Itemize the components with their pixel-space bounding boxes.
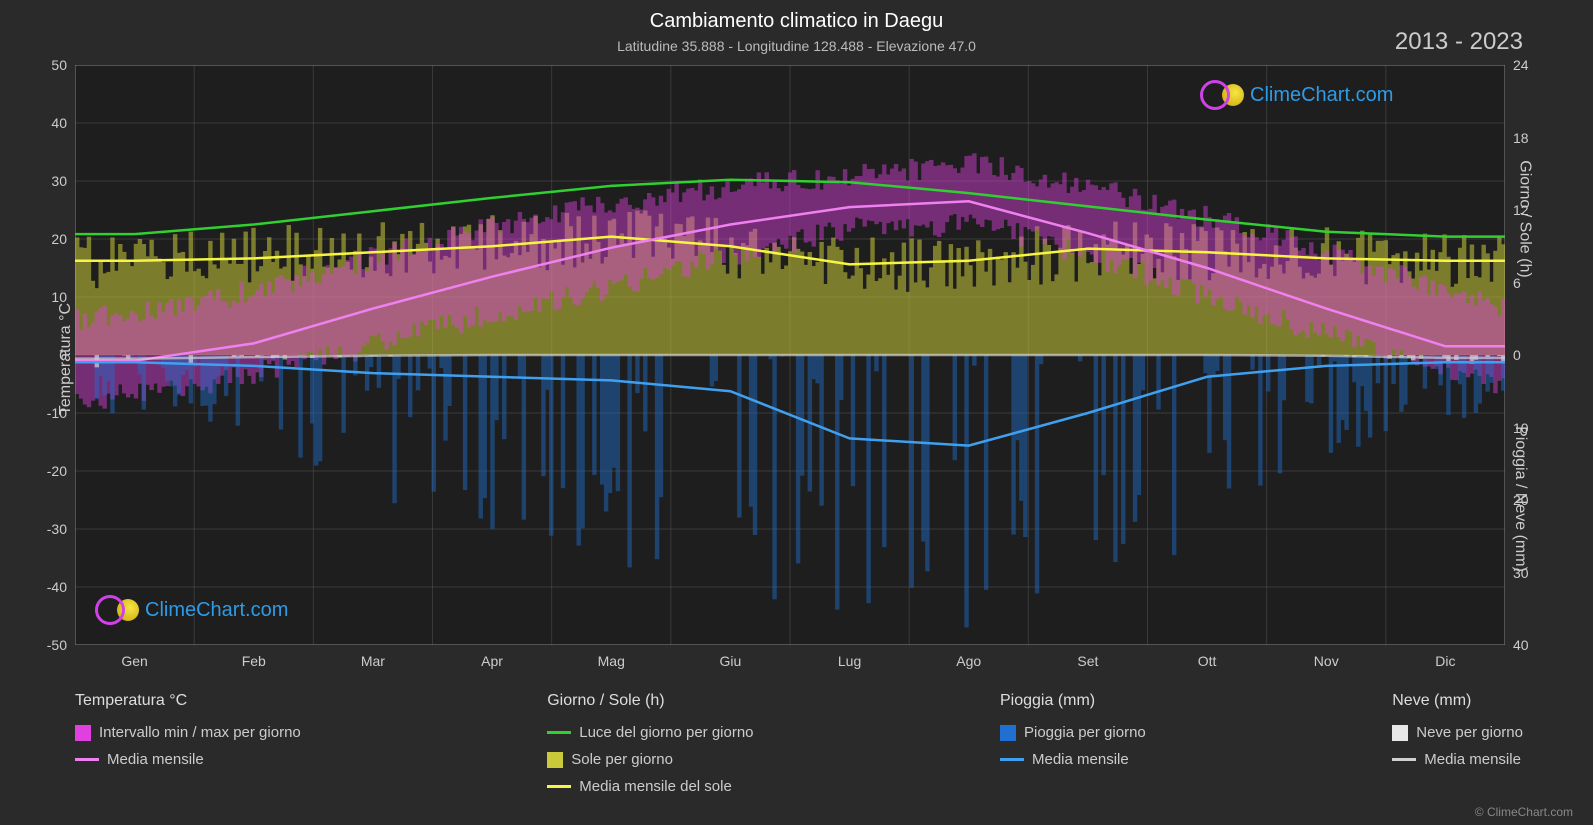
plot-area: [75, 65, 1505, 645]
y-right-top-tick: 12: [1513, 202, 1543, 218]
x-month-tick: Gen: [121, 653, 147, 669]
legend-item: Media mensile: [1392, 751, 1523, 768]
legend-item: Neve per giorno: [1392, 724, 1523, 741]
y-right-bottom-tick: 20: [1513, 492, 1543, 508]
swatch-snow-mean: [1392, 758, 1416, 761]
swatch-snow: [1392, 725, 1408, 741]
y-left-tick: -10: [37, 405, 67, 421]
x-month-tick: Ott: [1198, 653, 1217, 669]
y-left-tick: -40: [37, 579, 67, 595]
legend: Temperatura °C Intervallo min / max per …: [75, 692, 1523, 817]
y-left-tick: 20: [37, 231, 67, 247]
legend-header: Temperatura °C: [75, 692, 301, 710]
x-month-tick: Lug: [838, 653, 861, 669]
y-left-tick: 10: [37, 289, 67, 305]
x-month-tick: Feb: [242, 653, 266, 669]
y-left-tick: 30: [37, 173, 67, 189]
x-month-tick: Nov: [1314, 653, 1339, 669]
y-axis-right-top-label: Giorno / Sole (h): [1515, 160, 1533, 277]
legend-item: Sole per giorno: [547, 751, 753, 768]
x-month-tick: Mag: [598, 653, 625, 669]
brand-text: ClimeChart.com: [1250, 84, 1393, 107]
legend-col-temp: Temperatura °C Intervallo min / max per …: [75, 692, 301, 817]
legend-header: Pioggia (mm): [1000, 692, 1146, 710]
copyright-label: © ClimeChart.com: [1475, 805, 1573, 819]
chart-container: Cambiamento climatico in Daegu Latitudin…: [0, 0, 1593, 825]
brand-text: ClimeChart.com: [145, 599, 288, 622]
chart-title: Cambiamento climatico in Daegu: [0, 10, 1593, 33]
y-right-top-tick: 18: [1513, 130, 1543, 146]
swatch-temp-range: [75, 725, 91, 741]
y-right-bottom-tick: 10: [1513, 420, 1543, 436]
brand-logo-bottom: ClimeChart.com: [95, 595, 288, 625]
legend-item: Media mensile del sole: [547, 778, 753, 795]
y-right-bottom-tick: 30: [1513, 565, 1543, 581]
legend-header: Neve (mm): [1392, 692, 1523, 710]
y-left-tick: 0: [37, 347, 67, 363]
y-left-tick: -50: [37, 637, 67, 653]
logo-circle-icon: [95, 595, 125, 625]
legend-label: Sole per giorno: [571, 751, 673, 768]
logo-circle-icon: [1200, 80, 1230, 110]
legend-label: Media mensile: [1424, 751, 1521, 768]
y-right-top-tick: 6: [1513, 275, 1543, 291]
x-month-tick: Dic: [1435, 653, 1455, 669]
legend-label: Intervallo min / max per giorno: [99, 724, 301, 741]
y-right-top-tick: 0: [1513, 347, 1543, 363]
swatch-daylight: [547, 731, 571, 734]
legend-label: Neve per giorno: [1416, 724, 1523, 741]
legend-col-rain: Pioggia (mm) Pioggia per giorno Media me…: [1000, 692, 1146, 817]
legend-label: Media mensile del sole: [579, 778, 732, 795]
legend-label: Pioggia per giorno: [1024, 724, 1146, 741]
y-right-bottom-tick: 40: [1513, 637, 1543, 653]
swatch-rain: [1000, 725, 1016, 741]
x-month-tick: Apr: [481, 653, 503, 669]
legend-item: Intervallo min / max per giorno: [75, 724, 301, 741]
swatch-sun-mean: [547, 785, 571, 788]
brand-logo-top: ClimeChart.com: [1200, 80, 1393, 110]
legend-col-snow: Neve (mm) Neve per giorno Media mensile: [1392, 692, 1523, 817]
legend-col-sun: Giorno / Sole (h) Luce del giorno per gi…: [547, 692, 753, 817]
legend-header: Giorno / Sole (h): [547, 692, 753, 710]
swatch-rain-mean: [1000, 758, 1024, 761]
chart-subtitle: Latitudine 35.888 - Longitudine 128.488 …: [0, 38, 1593, 54]
y-right-top-tick: 24: [1513, 57, 1543, 73]
legend-item: Media mensile: [75, 751, 301, 768]
y-left-tick: 50: [37, 57, 67, 73]
x-month-tick: Set: [1077, 653, 1098, 669]
legend-item: Media mensile: [1000, 751, 1146, 768]
y-left-tick: 40: [37, 115, 67, 131]
legend-item: Luce del giorno per giorno: [547, 724, 753, 741]
x-month-tick: Giu: [720, 653, 742, 669]
y-left-tick: -20: [37, 463, 67, 479]
swatch-temp-mean: [75, 758, 99, 761]
legend-item: Pioggia per giorno: [1000, 724, 1146, 741]
swatch-sun: [547, 752, 563, 768]
legend-label: Media mensile: [107, 751, 204, 768]
plot-svg: [75, 65, 1505, 645]
year-range-label: 2013 - 2023: [1395, 28, 1523, 56]
legend-label: Luce del giorno per giorno: [579, 724, 753, 741]
x-month-tick: Mar: [361, 653, 385, 669]
y-left-tick: -30: [37, 521, 67, 537]
legend-label: Media mensile: [1032, 751, 1129, 768]
x-month-tick: Ago: [956, 653, 981, 669]
